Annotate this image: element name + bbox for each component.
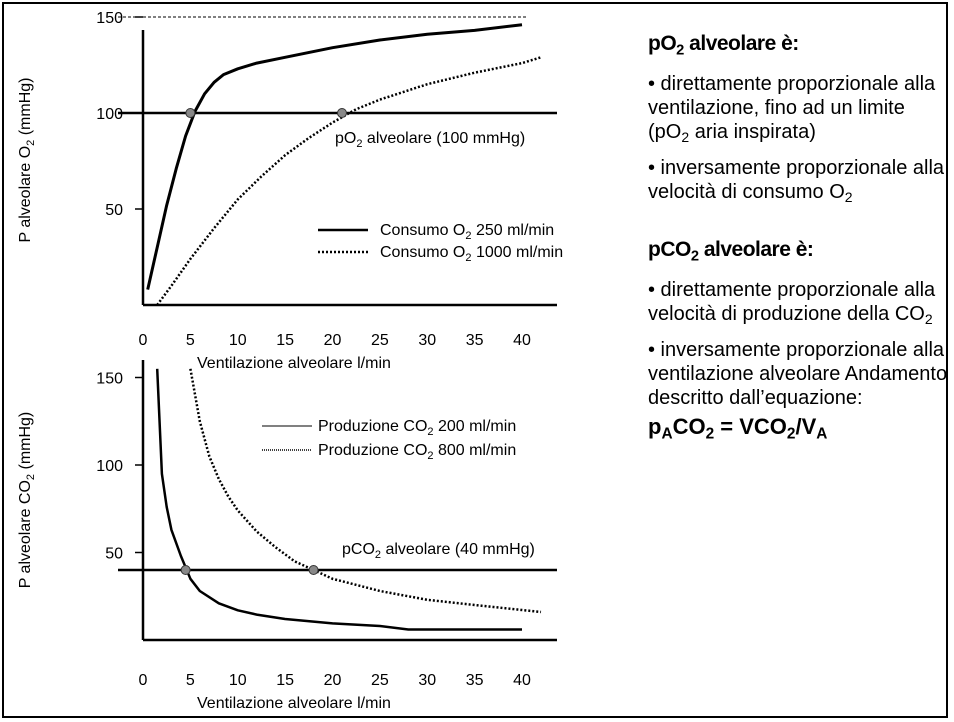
reference-line-label: pCO2 alveolare (40 mmHg): [342, 541, 535, 561]
x-tick-label: 0: [139, 332, 148, 349]
x-tick-label: 30: [418, 672, 436, 689]
x-tick-label: 20: [324, 332, 342, 349]
x-axis-label: Ventilazione alveolare l/min: [197, 355, 391, 372]
y-tick-label: 50: [105, 546, 123, 563]
y-tick-label: 100: [96, 106, 123, 123]
x-tick-label: 30: [418, 332, 436, 349]
legend-label-2: Consumo O2 1000 ml/min: [380, 244, 563, 264]
x-tick-label: 10: [229, 332, 247, 349]
y-axis-label: P alveolare CO2 (mmHg): [17, 412, 37, 589]
x-tick-label: 40: [513, 332, 531, 349]
x-tick-label: 15: [276, 332, 294, 349]
x-tick-label: 35: [466, 332, 484, 349]
o2-bullet-inverse: • inversamente proporzionale alla veloci…: [648, 157, 945, 206]
co2-chart: 50 100 150 0 5 10 15 20 25 30 35 40 Ventilazione alv…: [17, 360, 557, 712]
y-axis-label: P alveolare O2 (mmHg): [17, 78, 37, 243]
legend-label-1: Consumo O2 250 ml/min: [380, 222, 554, 242]
legend-label-2: Produzione CO2 800 ml/min: [318, 442, 516, 462]
reference-line-label: pO2 alveolare (100 mmHg): [335, 130, 525, 150]
x-tick-label: 40: [513, 672, 531, 689]
intersection-marker: [336, 108, 347, 118]
x-tick-label: 20: [324, 672, 342, 689]
o2-bullet-direct: • direttamente proporzionale alla ventil…: [648, 73, 936, 146]
y-tick-label: 150: [96, 10, 123, 27]
legend-label-1: Produzione CO2 200 ml/min: [318, 418, 516, 438]
x-tick-label: 25: [371, 332, 389, 349]
x-tick-label: 5: [186, 672, 195, 689]
explanation-panel: pO2 alveolare è: • direttamente proporzi…: [648, 32, 950, 443]
x-tick-label: 35: [466, 672, 484, 689]
co2-heading: pCO2 alveolare è:: [648, 238, 814, 265]
y-tick-label: 50: [105, 202, 123, 219]
x-axis-label: Ventilazione alveolare l/min: [197, 695, 391, 712]
intersection-marker: [308, 565, 319, 575]
series-line-1: [146, 23, 523, 290]
x-tick-label: 0: [139, 672, 148, 689]
o2-chart: 50 100 150 0 5 10 15 20 25 30 35 40 Ventilazione alv…: [17, 10, 563, 372]
co2-bullet-inverse: • inversamente proporzionale alla ventil…: [648, 339, 948, 409]
y-tick-label: 150: [96, 371, 123, 388]
intersection-marker: [180, 565, 191, 575]
co2-bullet-direct: • direttamente proporzionale alla veloci…: [648, 279, 936, 328]
y-tick-label: 100: [96, 458, 123, 475]
x-tick-label: 10: [229, 672, 247, 689]
series-line-2: [156, 56, 542, 306]
series-line-2: [189, 368, 542, 614]
o2-heading: pO2 alveolare è:: [648, 32, 799, 59]
x-tick-label: 15: [276, 672, 294, 689]
series-line-1: [155, 368, 522, 631]
intersection-marker: [185, 108, 196, 118]
x-tick-label: 5: [186, 332, 195, 349]
equation: pACO2 = VCO2/VA: [648, 414, 828, 443]
x-tick-label: 25: [371, 672, 389, 689]
